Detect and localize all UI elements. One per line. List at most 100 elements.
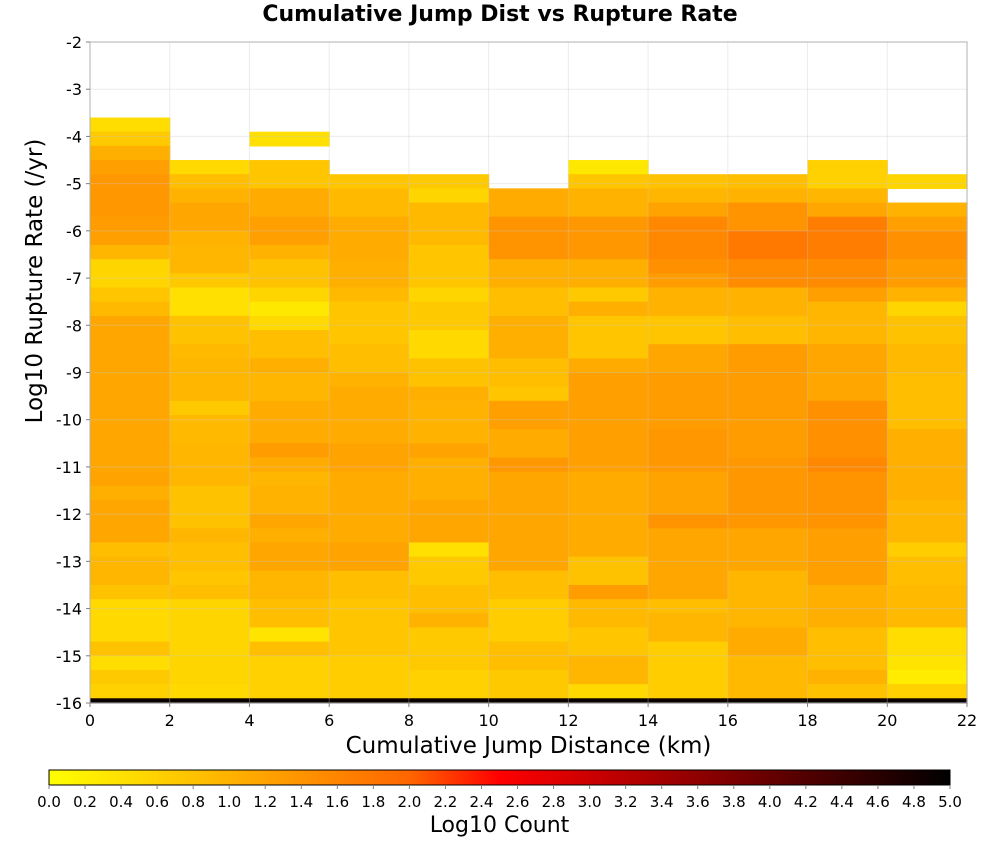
gridlines <box>89 41 968 704</box>
heatmap-cell <box>329 344 410 374</box>
heatmap-cell <box>249 528 330 544</box>
heatmap-cell <box>249 131 330 147</box>
heatmap-cell <box>408 457 490 501</box>
heatmap-cell <box>887 499 968 544</box>
colorbar-ticks: 0.0 0.2 0.4 0.6 0.8 1.0 1.2 1.4 1.6 1.8 2.0 2.2 2.4 2… <box>37 785 962 811</box>
heatmap-cell <box>169 188 251 204</box>
heatmap-cell <box>408 301 490 331</box>
heatmap-cell <box>807 698 888 704</box>
heatmap-cell <box>807 584 888 629</box>
heatmap-cell <box>329 471 410 544</box>
heatmap-cell <box>568 584 649 600</box>
heatmap-cell <box>727 457 809 529</box>
heatmap-cell <box>887 216 968 232</box>
y-tick-label: -13 <box>56 552 82 571</box>
heatmap-cell <box>887 259 968 289</box>
heatmap-cell <box>329 216 410 260</box>
heatmap-cell <box>408 584 490 614</box>
heatmap-cell <box>249 216 330 246</box>
heatmap-cell <box>169 443 251 487</box>
colorbar-tick-label: 3.0 <box>578 793 602 811</box>
heatmap-cell <box>329 542 410 572</box>
heatmap-cell <box>887 655 968 671</box>
heatmap-cell <box>568 627 649 657</box>
colorbar-tick-label: 3.6 <box>686 793 710 811</box>
heatmap-cell <box>887 344 968 374</box>
heatmap-cell <box>90 556 171 586</box>
chart-title: Cumulative Jump Dist vs Rupture Rate <box>262 2 738 27</box>
heatmap-cell <box>807 188 888 204</box>
heatmap-cell <box>90 471 171 487</box>
heatmap-cell <box>568 216 649 260</box>
heatmap-cell <box>568 599 649 629</box>
y-tick-label: -16 <box>56 694 82 713</box>
heatmap-cell <box>408 202 490 246</box>
heatmap-cell <box>249 627 330 643</box>
heatmap-cell <box>807 669 888 685</box>
heatmap-cell <box>488 570 569 600</box>
colorbar-tick-label: 3.2 <box>614 793 638 811</box>
y-tick-label: -12 <box>56 505 82 524</box>
colorbar-tick-label: 0.6 <box>145 793 169 811</box>
heatmap-cell <box>807 216 888 260</box>
heatmap-cell <box>727 259 809 289</box>
heatmap-cell <box>249 287 330 303</box>
colorbar-tick-label: 0.4 <box>109 793 133 811</box>
heatmap-cell <box>408 358 490 388</box>
heatmap-cell <box>249 655 330 699</box>
heatmap-cell <box>169 599 251 685</box>
heatmap-cell <box>648 174 729 189</box>
heatmap-cell <box>169 287 251 317</box>
colorbar-label: Log10 Count <box>429 813 570 838</box>
y-tick-label: -15 <box>56 647 82 666</box>
heatmap-cell <box>488 471 569 572</box>
heatmap-cell <box>887 230 968 260</box>
heatmap-cell <box>90 145 171 161</box>
heatmap-cell <box>169 542 251 572</box>
x-tick-label: 20 <box>877 711 897 730</box>
heatmap-cell <box>887 684 968 699</box>
heatmap-cell <box>887 669 968 685</box>
heatmap-cell <box>249 245 330 260</box>
heatmap-cell <box>169 570 251 586</box>
heatmap-cell <box>408 499 490 544</box>
heatmap-cell <box>568 188 649 218</box>
heatmap-cell <box>169 584 251 600</box>
colorbar <box>48 769 951 786</box>
heatmap-cell <box>648 514 729 529</box>
x-tick-label: 12 <box>558 711 578 730</box>
heatmap-cell <box>568 655 649 685</box>
heatmap-cell <box>408 400 490 444</box>
heatmap-cell <box>249 160 330 189</box>
heatmap-cell <box>648 429 729 473</box>
colorbar-tick-label: 4.0 <box>758 793 782 811</box>
heatmap-cell <box>568 358 649 374</box>
heatmap-cell <box>568 160 649 175</box>
colorbar-tick-label: 3.8 <box>722 793 746 811</box>
heatmap-cell <box>169 698 251 704</box>
heatmap-cell <box>90 684 171 699</box>
heatmap-cell <box>648 698 729 704</box>
x-axis-ticks: 0 2 4 6 8 10 12 14 16 18 20 22 <box>85 703 977 730</box>
heatmap-cell <box>648 641 729 699</box>
heatmap-cell <box>329 386 410 444</box>
heatmap-cell <box>90 669 171 685</box>
heatmap-cell <box>408 386 490 402</box>
heatmap-cell <box>568 698 649 704</box>
heatmap-cell <box>887 584 968 629</box>
heatmap-cell <box>408 174 490 189</box>
heatmap-cell <box>887 301 968 317</box>
heatmap-cell <box>90 698 171 704</box>
heatmap-cell <box>169 315 251 345</box>
heatmap-cell <box>408 188 490 204</box>
heatmap-cell <box>727 202 809 232</box>
heatmap-cell <box>807 344 888 402</box>
heatmap-cell <box>329 259 410 289</box>
y-tick-label: -3 <box>66 80 82 99</box>
heatmap-cell <box>329 655 410 699</box>
colorbar-tick-label: 4.4 <box>830 793 854 811</box>
heatmap-cell <box>249 400 330 444</box>
heatmap-cell <box>249 443 330 459</box>
heatmap-cell <box>169 202 251 232</box>
